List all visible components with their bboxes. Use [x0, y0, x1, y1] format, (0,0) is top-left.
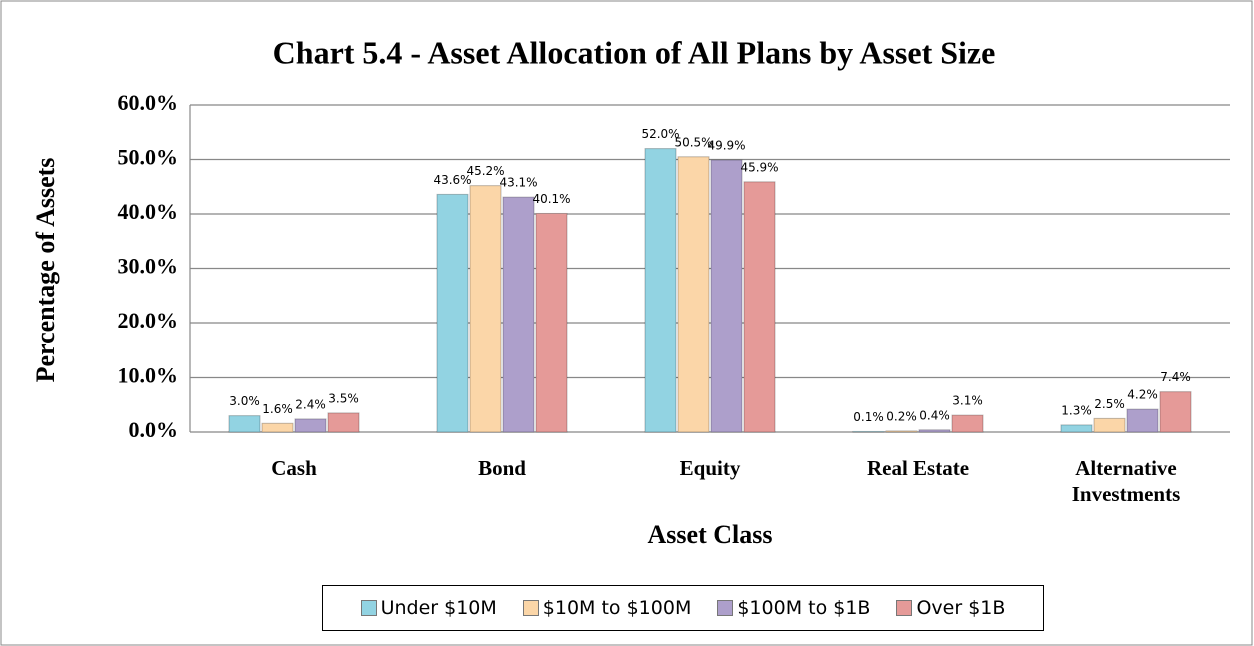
data-label: 49.9% — [707, 139, 745, 153]
bar — [469, 185, 502, 433]
x-tick-label: Bond — [478, 456, 526, 480]
bar — [710, 159, 743, 433]
data-label: 4.2% — [1127, 388, 1158, 402]
data-label: 2.5% — [1094, 397, 1125, 411]
bar — [885, 430, 918, 433]
data-label: 45.9% — [740, 160, 778, 174]
bar — [1126, 408, 1159, 433]
bar — [644, 148, 677, 433]
legend: Under $10M $10M to $100M $100M to $1B Over … — [322, 585, 1044, 631]
bar — [951, 414, 984, 433]
legend-label: Under $10M — [380, 597, 497, 619]
legend-swatch — [896, 600, 913, 616]
data-label: 43.1% — [499, 176, 537, 190]
legend-item: $100M to $1B — [717, 597, 870, 619]
data-label: 45.2% — [466, 164, 504, 178]
bar — [743, 181, 776, 433]
bar — [535, 212, 568, 433]
chart-title: Chart 5.4 - Asset Allocation of All Plan… — [273, 34, 996, 70]
legend-item: $10M to $100M — [522, 597, 692, 619]
y-axis-title: Percentage of Assets — [31, 158, 60, 383]
legend-label: $10M to $100M — [542, 597, 692, 619]
y-tick-label: 20.0% — [118, 308, 179, 333]
data-label: 0.1% — [853, 410, 884, 424]
bar — [677, 156, 710, 433]
bar — [1159, 391, 1192, 433]
data-label: 1.6% — [262, 402, 293, 416]
data-label: 40.1% — [532, 192, 570, 206]
data-label: 7.4% — [1160, 370, 1191, 384]
data-label: 2.4% — [295, 397, 326, 411]
x-tick-label: Cash — [271, 456, 317, 480]
bar — [502, 196, 535, 433]
x-axis-title: Asset Class — [648, 520, 773, 549]
x-tick-label: Equity — [679, 456, 741, 480]
y-tick-label: 40.0% — [118, 199, 179, 224]
legend-swatch — [522, 600, 539, 616]
legend-label: Over $1B — [916, 597, 1006, 619]
data-label: 52.0% — [641, 127, 679, 141]
data-label: 0.4% — [919, 408, 950, 422]
bar — [294, 418, 327, 433]
x-tick-label: Alternative Investments — [1071, 456, 1181, 506]
bar — [918, 429, 951, 433]
data-label: 50.5% — [674, 135, 712, 149]
legend-swatch — [360, 600, 377, 616]
data-label: 1.3% — [1061, 403, 1092, 417]
bar — [261, 422, 294, 433]
legend-swatch — [717, 600, 734, 616]
y-tick-label: 60.0% — [118, 90, 179, 115]
legend-item: Under $10M — [360, 597, 497, 619]
bar — [852, 430, 885, 433]
data-label: 3.5% — [328, 391, 359, 405]
y-tick-label: 30.0% — [118, 254, 179, 279]
bar — [327, 412, 360, 433]
bar — [1060, 424, 1093, 433]
legend-item: Over $1B — [896, 597, 1005, 619]
bar — [228, 415, 261, 433]
bar — [1093, 417, 1126, 433]
y-tick-label: 50.0% — [118, 145, 179, 170]
bar — [436, 193, 469, 433]
legend-label: $100M to $1B — [737, 597, 871, 619]
data-label: 0.2% — [886, 409, 917, 423]
data-label: 3.1% — [952, 394, 983, 408]
data-label: 3.0% — [229, 394, 260, 408]
y-tick-label: 10.0% — [118, 363, 179, 388]
data-label: 43.6% — [433, 173, 471, 187]
x-tick-label: Real Estate — [866, 456, 970, 480]
y-tick-label: 0.0% — [129, 417, 179, 442]
